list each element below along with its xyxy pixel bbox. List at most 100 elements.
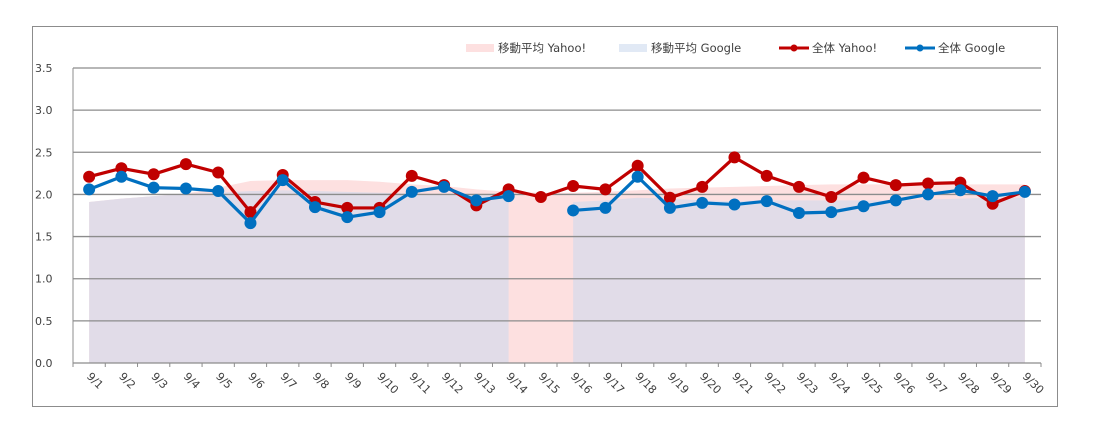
marker-yahoo-overall: [212, 166, 225, 179]
x-tick-label: 9/17: [600, 370, 627, 397]
marker-google-overall: [567, 204, 580, 217]
legend-label-google-line: 全体 Google: [938, 41, 1005, 55]
marker-google-overall: [147, 181, 160, 194]
y-tick-label: 0.5: [35, 315, 53, 328]
chart-frame: 0.0 0.5 1.0 1.5 2.0 2.5 3.0 3.5 9/1 9/2 9/3 9/4 9/5…: [32, 26, 1058, 407]
marker-yahoo-overall: [889, 179, 902, 192]
legend-label-yahoo-line: 全体 Yahoo!: [812, 41, 877, 55]
moving-average-areas: [89, 180, 1025, 363]
marker-google-overall: [663, 201, 676, 214]
x-tick-label: 9/20: [697, 370, 724, 397]
marker-yahoo-overall: [663, 191, 676, 204]
line-chart: 0.0 0.5 1.0 1.5 2.0 2.5 3.0 3.5 9/1 9/2 9/3 9/4 9/5…: [35, 41, 1047, 397]
x-tick-label: 9/19: [665, 370, 692, 397]
marker-google-overall: [244, 217, 257, 230]
marker-google-overall: [405, 185, 418, 198]
marker-google-overall: [502, 190, 515, 203]
x-tick-label: 9/26: [891, 370, 918, 397]
marker-google-overall: [857, 200, 870, 213]
x-tick-label: 9/14: [503, 370, 530, 397]
x-tick-label: 9/15: [536, 370, 563, 397]
marker-google-overall: [212, 185, 225, 198]
x-tick-label: 9/27: [923, 370, 950, 397]
marker-google-overall: [115, 170, 128, 183]
marker-yahoo-overall: [857, 171, 870, 184]
marker-google-overall: [179, 182, 192, 195]
area-google-moving-average: [573, 197, 1025, 363]
marker-yahoo-overall: [922, 177, 935, 190]
x-tick-label: 9/10: [374, 370, 401, 397]
legend: 移動平均 Yahoo! 移動平均 Google 全体 Yahoo! 全体 Goo…: [466, 41, 1005, 55]
marker-google-overall: [1018, 185, 1031, 198]
x-tick-label: 9/12: [439, 370, 466, 397]
x-tick-label: 9/6: [245, 370, 267, 392]
y-tick-label: 2.0: [35, 188, 53, 201]
marker-google-overall: [696, 196, 709, 209]
data-lines: [83, 151, 1031, 230]
marker-yahoo-overall: [728, 151, 741, 164]
marker-yahoo-overall: [825, 190, 838, 203]
marker-google-overall: [760, 195, 773, 208]
marker-yahoo-overall: [83, 170, 96, 183]
y-tick-label: 1.5: [35, 231, 53, 244]
area-google-moving-average: [89, 190, 509, 363]
marker-yahoo-overall: [147, 168, 160, 181]
x-tick-label: 9/21: [729, 370, 756, 397]
x-tick-label: 9/18: [633, 370, 660, 397]
x-tick-label: 9/2: [116, 370, 138, 392]
marker-google-overall: [309, 201, 321, 214]
marker-google-overall: [631, 170, 644, 183]
marker-google-overall: [889, 194, 902, 207]
x-tick-label: 9/25: [858, 370, 885, 397]
marker-google-overall: [986, 190, 999, 203]
x-tick-label: 9/4: [181, 370, 203, 392]
marker-google-overall: [728, 198, 741, 211]
marker-yahoo-overall: [405, 169, 418, 182]
x-tick-label: 9/16: [568, 370, 595, 397]
x-tick-label: 9/13: [471, 370, 498, 397]
x-tick-label: 9/3: [149, 370, 171, 392]
x-tick-label: 9/8: [310, 370, 332, 392]
marker-yahoo-overall: [631, 159, 644, 172]
marker-google-overall: [825, 206, 838, 219]
legend-swatch-google-ma: [619, 44, 647, 52]
legend-label-google-ma: 移動平均 Google: [651, 41, 741, 55]
x-tick-label: 9/29: [987, 370, 1014, 397]
marker-google-overall: [276, 174, 289, 187]
marker-yahoo-overall: [244, 206, 257, 219]
marker-yahoo-overall: [696, 180, 709, 193]
marker-yahoo-overall: [534, 190, 547, 203]
x-tick-label: 9/24: [826, 370, 853, 397]
x-tick-label: 9/22: [762, 370, 789, 397]
x-tick-label: 9/1: [84, 370, 106, 392]
marker-google-overall: [793, 206, 805, 219]
x-tick-label: 9/28: [955, 370, 982, 397]
x-tick-label: 9/11: [407, 370, 434, 397]
marker-yahoo-overall: [793, 180, 805, 193]
x-tick-label: 9/30: [1020, 370, 1047, 397]
x-tick-label: 9/23: [794, 370, 821, 397]
marker-google-overall: [470, 194, 483, 207]
marker-yahoo-overall: [115, 162, 128, 175]
y-tick-label: 3.0: [35, 104, 53, 117]
marker-yahoo-overall: [760, 169, 773, 182]
marker-google-overall: [922, 188, 935, 201]
legend-swatch-yahoo-ma: [466, 44, 494, 52]
marker-google-overall: [83, 183, 96, 196]
y-tick-label: 3.5: [35, 62, 53, 75]
legend-swatch-google-line: [905, 44, 935, 52]
marker-google-overall: [599, 201, 612, 214]
legend-swatch-yahoo-line: [779, 44, 809, 52]
x-tick-label: 9/9: [342, 370, 364, 392]
y-tick-label: 2.5: [35, 146, 53, 159]
x-tick-label: 9/5: [213, 370, 235, 392]
marker-google-overall: [341, 211, 354, 224]
x-tick-label: 9/7: [278, 370, 300, 392]
marker-google-overall: [373, 206, 386, 219]
marker-yahoo-overall: [341, 201, 354, 214]
marker-yahoo-overall: [179, 158, 192, 171]
marker-google-overall: [954, 184, 967, 197]
y-tick-label: 0.0: [35, 357, 53, 370]
marker-yahoo-overall: [599, 183, 612, 196]
y-tick-label: 1.0: [35, 273, 53, 286]
